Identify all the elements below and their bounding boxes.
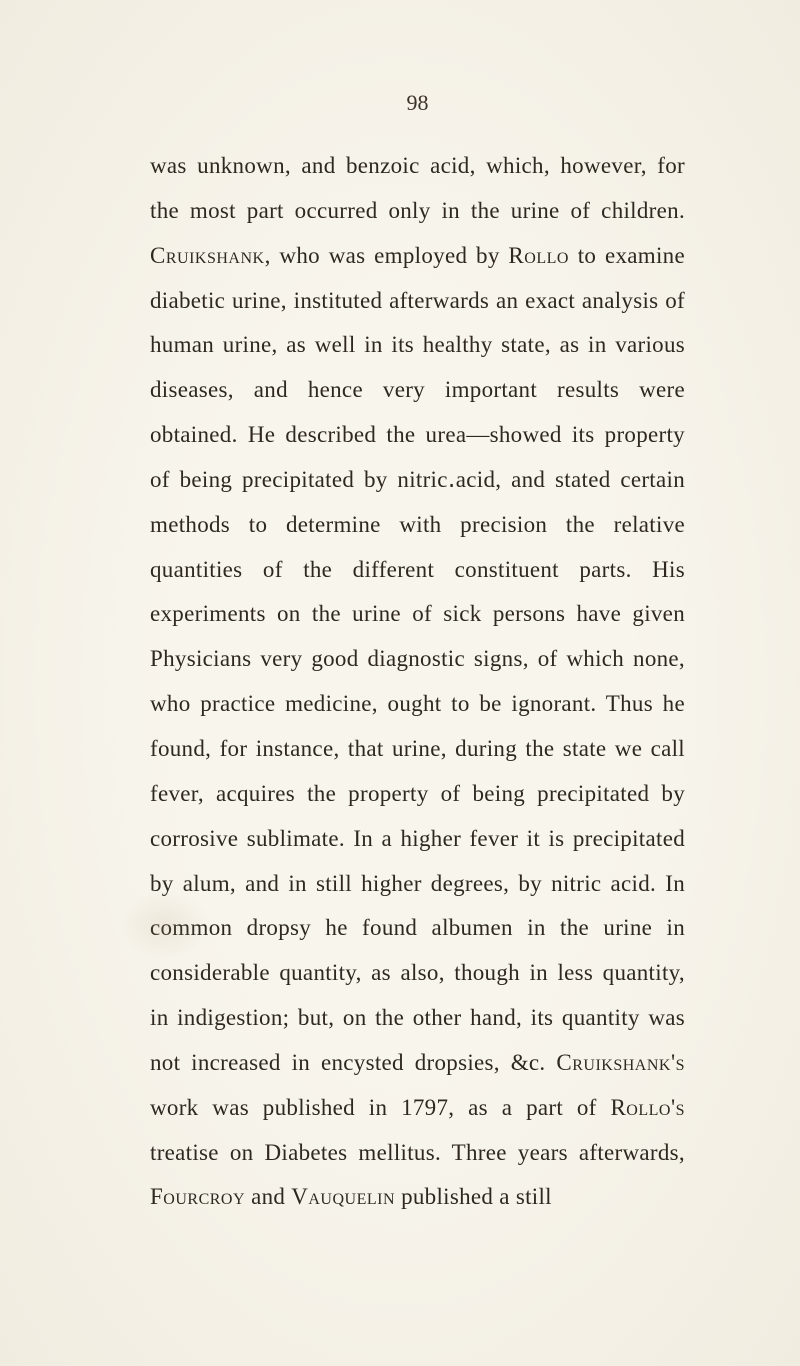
text-segment: treatise on Diabetes mellitus. Three yea… [150, 1140, 685, 1165]
body-paragraph: was unknown, and benzoic acid, which, ho… [150, 144, 685, 1220]
person-name-fourcroy: Fourcroy [150, 1184, 245, 1209]
person-name-cruikshank: Cruikshank [150, 243, 265, 268]
person-name-cruikshank-possessive: Cruikshank's [556, 1050, 685, 1075]
text-segment: published a still [395, 1184, 552, 1209]
text-segment: was unknown, and benzoic acid, which, ho… [150, 153, 685, 223]
text-segment: to examine diabetic urine, instituted af… [150, 243, 685, 1075]
person-name-rollo-possessive: Rollo's [610, 1095, 685, 1120]
text-segment: work was pub­lished in 1797, as a part o… [150, 1095, 610, 1120]
page-number: 98 [150, 90, 685, 116]
text-segment: and [245, 1184, 291, 1209]
person-name-rollo: Rollo [508, 243, 569, 268]
page-container: 98 was unknown, and benzoic acid, which,… [0, 0, 800, 1366]
person-name-vauquelin: Vauquelin [291, 1184, 395, 1209]
text-segment: , who was employed by [265, 243, 509, 268]
